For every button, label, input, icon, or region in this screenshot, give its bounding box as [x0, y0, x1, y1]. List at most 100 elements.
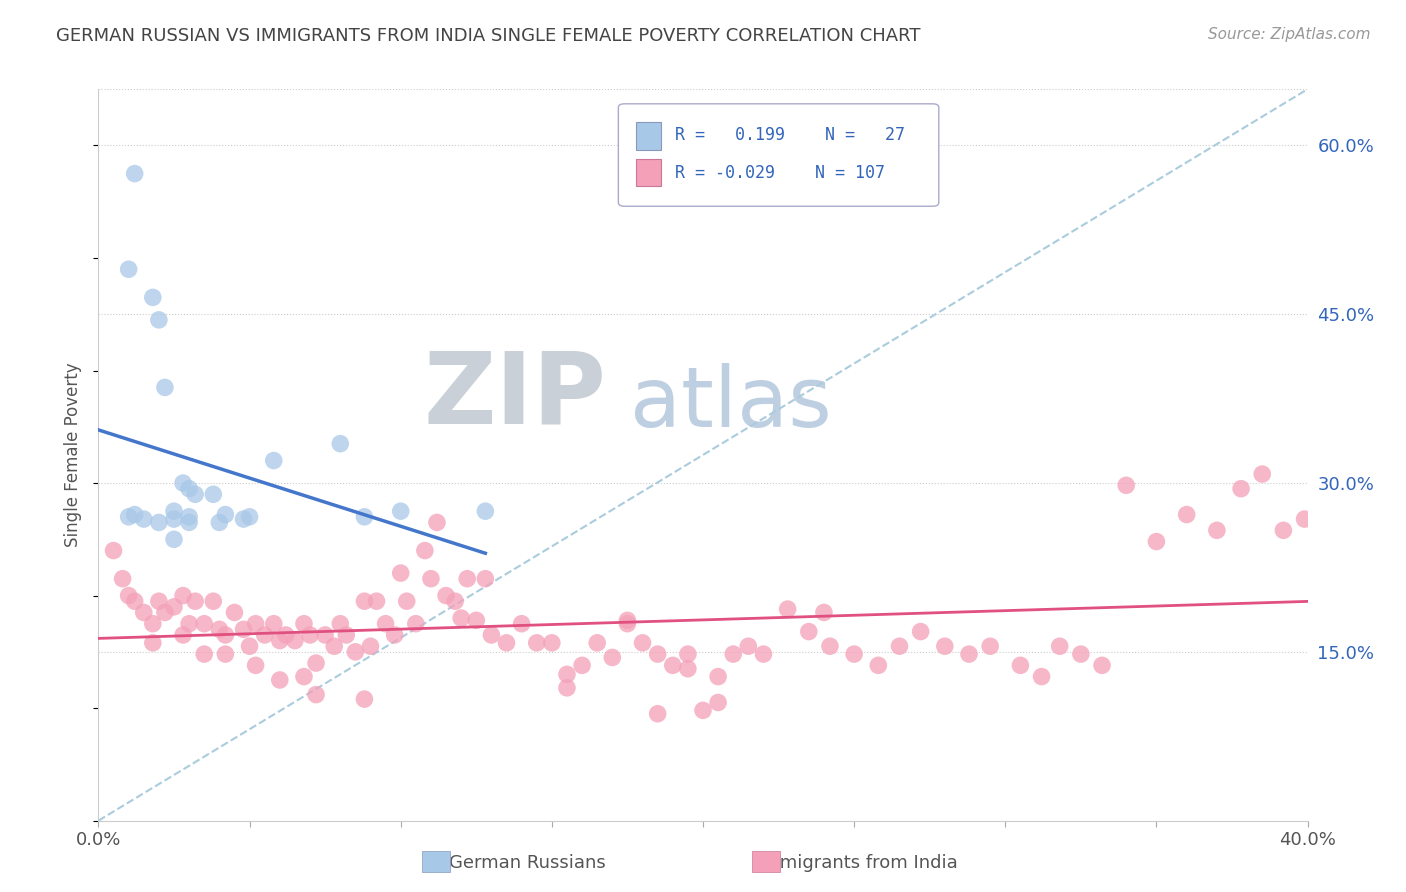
Point — [692, 703, 714, 717]
Point — [148, 594, 170, 608]
Point — [1070, 647, 1092, 661]
Point — [214, 628, 236, 642]
Point — [124, 594, 146, 608]
Point — [647, 647, 669, 661]
Point — [384, 628, 406, 642]
Point — [179, 482, 201, 496]
Point — [676, 662, 699, 676]
Point — [323, 639, 346, 653]
Point — [395, 594, 418, 608]
Point — [274, 628, 297, 642]
Point — [647, 706, 669, 721]
Point — [752, 647, 775, 661]
Point — [214, 508, 236, 522]
Point — [153, 606, 176, 620]
Point — [434, 589, 457, 603]
Point — [1294, 512, 1316, 526]
Point — [571, 658, 593, 673]
Point — [148, 516, 170, 530]
Point — [526, 636, 548, 650]
Point — [314, 628, 336, 642]
Point — [292, 616, 315, 631]
Point — [465, 613, 488, 627]
Point — [353, 594, 375, 608]
Point — [142, 616, 165, 631]
Point — [420, 572, 443, 586]
Point — [889, 639, 911, 653]
Point — [707, 696, 730, 710]
Point — [118, 589, 141, 603]
Point — [132, 606, 155, 620]
Point — [335, 628, 357, 642]
Point — [602, 650, 624, 665]
Point — [934, 639, 956, 653]
Point — [797, 624, 820, 639]
Point — [163, 533, 186, 547]
Bar — [637, 159, 661, 186]
Point — [818, 639, 841, 653]
Point — [723, 647, 745, 661]
Point — [344, 645, 367, 659]
Point — [1206, 524, 1229, 538]
Point — [148, 313, 170, 327]
Point — [707, 670, 730, 684]
Point — [474, 572, 496, 586]
Point — [616, 616, 638, 631]
Point — [737, 639, 759, 653]
Point — [214, 647, 236, 661]
Text: atlas: atlas — [630, 363, 832, 444]
Point — [299, 628, 322, 642]
Point — [124, 167, 146, 181]
Point — [253, 628, 276, 642]
Point — [284, 633, 307, 648]
Point — [163, 504, 186, 518]
Point — [245, 616, 267, 631]
Point — [844, 647, 866, 661]
Point — [124, 508, 146, 522]
Point — [1230, 482, 1253, 496]
Point — [305, 688, 328, 702]
Text: GERMAN RUSSIAN VS IMMIGRANTS FROM INDIA SINGLE FEMALE POVERTY CORRELATION CHART: GERMAN RUSSIAN VS IMMIGRANTS FROM INDIA … — [56, 27, 921, 45]
Point — [426, 516, 449, 530]
Point — [1175, 508, 1198, 522]
Point — [239, 509, 262, 524]
Point — [661, 658, 683, 673]
Point — [193, 616, 215, 631]
Point — [202, 487, 225, 501]
Point — [172, 476, 194, 491]
Point — [540, 636, 562, 650]
Point — [118, 262, 141, 277]
Point — [360, 639, 382, 653]
Point — [142, 636, 165, 650]
Point — [1251, 467, 1274, 481]
Point — [868, 658, 890, 673]
Point — [1010, 658, 1032, 673]
Point — [450, 611, 472, 625]
Point — [239, 639, 262, 653]
Point — [353, 692, 375, 706]
Point — [329, 616, 352, 631]
Point — [1144, 534, 1167, 549]
Point — [405, 616, 427, 631]
Text: German Russians: German Russians — [449, 855, 606, 872]
Point — [193, 647, 215, 661]
Point — [1115, 478, 1137, 492]
Point — [1031, 670, 1053, 684]
Point — [269, 633, 291, 648]
Point — [776, 602, 799, 616]
Point — [224, 606, 246, 620]
Point — [111, 572, 134, 586]
Point — [676, 647, 699, 661]
Point — [389, 566, 412, 580]
Point — [957, 647, 980, 661]
Point — [103, 543, 125, 558]
Point — [1272, 524, 1295, 538]
Point — [389, 504, 412, 518]
Point — [263, 453, 285, 467]
Text: R =   0.199    N =   27: R = 0.199 N = 27 — [675, 127, 905, 145]
Text: Source: ZipAtlas.com: Source: ZipAtlas.com — [1208, 27, 1371, 42]
Point — [353, 509, 375, 524]
Point — [269, 673, 291, 687]
Point — [179, 509, 201, 524]
Point — [305, 656, 328, 670]
